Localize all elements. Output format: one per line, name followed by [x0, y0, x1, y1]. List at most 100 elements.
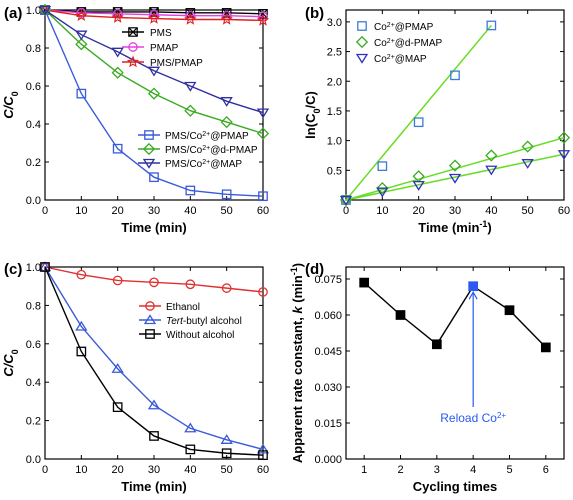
legend-marker [142, 158, 156, 169]
data-point [147, 66, 161, 77]
legend-label-part: @d-PMAP [395, 38, 443, 49]
legend-label-part: Tert [166, 316, 184, 327]
plot-frame [345, 266, 565, 460]
annotation-label: Reload Co2+ [440, 411, 506, 426]
y-tick-label: 0.000 [314, 454, 342, 466]
legend-marker [355, 53, 369, 64]
data-point [448, 173, 462, 184]
data-point [258, 191, 268, 202]
data-point-box [185, 8, 196, 18]
series-line-3 [44, 9, 264, 197]
legend-label: Co2+@d-PMAP [374, 38, 442, 50]
fit-line-2 [345, 153, 565, 201]
legend-label-part: PMS/Co [165, 145, 203, 156]
legend-marker [128, 27, 138, 37]
x-tick-label: 20 [112, 205, 124, 217]
data-point [540, 342, 551, 353]
y-axis-label-sub: 0 [312, 109, 322, 114]
legend-label-part: 2+ [387, 38, 395, 45]
y-axis-label-italic: k [290, 306, 305, 314]
panel-label: (b) [305, 5, 324, 22]
data-point [184, 104, 197, 117]
legend-marker [143, 314, 157, 325]
legend-label-part: @d-PMAP [210, 145, 258, 156]
data-point [521, 159, 534, 169]
legend-label-part: Ethanol [166, 302, 200, 313]
legend-marker-box [128, 27, 138, 37]
fit-line-1 [345, 136, 565, 201]
data-point [256, 108, 270, 119]
legend-marker [145, 301, 155, 311]
y-tick-label: 0.4 [26, 119, 41, 131]
data-point [111, 363, 124, 373]
data-point [220, 434, 233, 444]
legend-label-part: PMS/Co [165, 131, 203, 142]
legend-label: PMS/Co2+@PMAP [165, 131, 249, 143]
legend-label-part: Without alcohol [166, 330, 234, 341]
x-tick-label: 50 [221, 464, 233, 476]
data-point [149, 431, 159, 441]
data-point [376, 187, 389, 198]
panel-c: 0 10 20 30 40 50 60 0.0 0.2 0.4 0.6 0.8 1.0 Time (min… [1, 261, 270, 494]
y-tick-label: 1.5 [327, 106, 342, 118]
data-point [377, 161, 388, 172]
y-tick-label: 2.0 [327, 76, 342, 88]
panel-b: 0 10 20 30 40 50 60 0.5 1.0 1.5 2.0 2.5 3.0 Time (min… [303, 5, 571, 235]
y-tick-label: 0.075 [314, 274, 342, 286]
data-point [395, 310, 406, 320]
data-point [450, 70, 460, 81]
legend-marker [126, 55, 140, 68]
legend-label: PMS [150, 28, 172, 39]
data-point [256, 127, 270, 140]
data-point [76, 88, 87, 99]
legend-label: PMS/Co2+@MAP [165, 159, 242, 171]
data-point [185, 444, 196, 455]
data-point [504, 305, 515, 316]
y-tick-label: 0.0 [26, 454, 41, 466]
y-tick-label: 1.0 [26, 262, 41, 274]
y-axis-label-sup: -1 [289, 267, 299, 275]
legend-marker [355, 35, 369, 49]
data-point [413, 117, 424, 128]
y-tick-label: 1.0 [327, 136, 342, 148]
fit-line-0 [345, 24, 492, 201]
legend-label-part: PMS [150, 28, 172, 39]
data-point [256, 443, 270, 454]
data-point [448, 159, 462, 172]
data-point [256, 13, 270, 26]
legend-label: PMS/PMAP [150, 58, 203, 69]
y-tick-label: 0.015 [314, 418, 342, 430]
legend-label-part: PMS/PMAP [150, 58, 203, 69]
y-tick-label: 0.060 [314, 310, 342, 322]
series-line-1 [44, 266, 264, 451]
legend-marker [145, 329, 155, 339]
data-point [112, 275, 123, 286]
x-tick-label: 60 [257, 205, 269, 217]
series-line-2 [44, 9, 264, 22]
x-tick-label: 10 [376, 205, 388, 217]
data-point [221, 283, 232, 293]
y-tick-label: 0.030 [314, 382, 342, 394]
data-point [468, 281, 479, 292]
data-point [184, 422, 197, 433]
data-point [486, 20, 497, 31]
panel-label: (c) [4, 261, 22, 278]
y-axis-label-part: ) [290, 263, 305, 267]
legend-label-part: 2+ [202, 145, 210, 152]
legend-label-part: Co [374, 38, 387, 49]
data-point [557, 150, 571, 161]
data-point [112, 402, 123, 413]
data-point [258, 287, 268, 297]
data-point [76, 346, 87, 357]
y-tick-label: 0.6 [26, 339, 41, 351]
legend-label-part: -butyl alcohol [183, 316, 242, 327]
legend-marker [142, 142, 156, 156]
legend-label-part: @PMAP [210, 131, 249, 142]
y-tick-label: 0.5 [327, 165, 342, 177]
data-point [147, 12, 161, 24]
data-point [75, 9, 88, 21]
x-tick-label: 30 [148, 205, 160, 217]
x-tick-label: 6 [543, 464, 549, 476]
legend-label-part: 2+ [387, 54, 395, 61]
